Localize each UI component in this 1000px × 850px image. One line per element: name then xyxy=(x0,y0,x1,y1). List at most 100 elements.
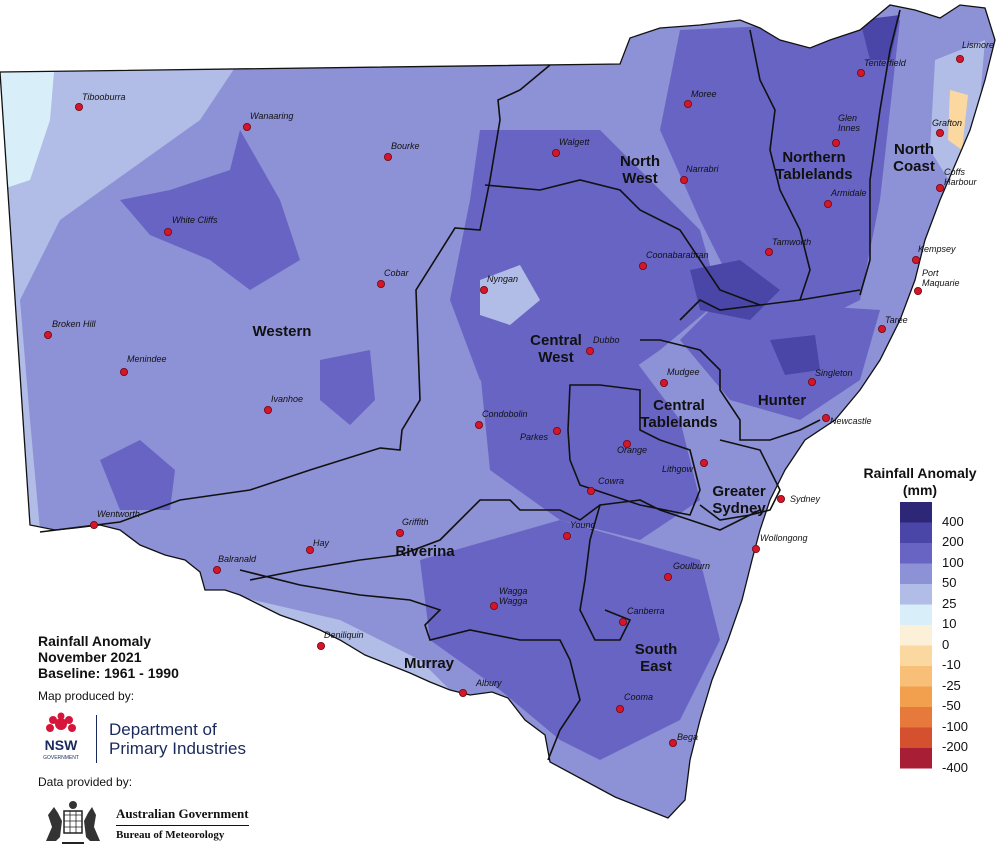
town-label: Newcastle xyxy=(830,416,872,426)
town-label: Kempsey xyxy=(918,244,956,254)
boundary-riverina-north xyxy=(249,499,761,581)
town-marker-dot xyxy=(936,128,945,137)
town-marker-dot xyxy=(552,148,561,157)
town-label: Balranald xyxy=(218,554,257,564)
town-markers: Tibooburra Wanaaring Bourke Moree Walgett Ten… xyxy=(44,40,994,748)
anomaly-band-100-200-ct xyxy=(480,340,700,540)
town-marker-dot xyxy=(669,739,678,748)
bom-line1: Australian Government xyxy=(116,806,249,826)
boundary-central-tablelands-inner xyxy=(567,384,701,516)
dpi-divider xyxy=(96,715,97,763)
legend-swatch xyxy=(900,666,932,687)
legend-tick-label: 0 xyxy=(942,637,949,652)
town-label: Taree xyxy=(885,315,908,325)
town-label: Walgett xyxy=(559,137,590,147)
anomaly-band-100-200-mid xyxy=(320,350,375,425)
legend-swatch xyxy=(900,543,932,564)
legend-tick-label: -400 xyxy=(942,760,968,775)
town-marker-dot xyxy=(660,378,669,387)
legend-swatch xyxy=(900,502,932,523)
town-label: Orange xyxy=(617,445,647,455)
town-marker-dot xyxy=(212,566,221,575)
legend-tick-label: 25 xyxy=(942,596,956,611)
town-label: Canberra xyxy=(627,606,665,616)
town-label: Parkes xyxy=(520,432,549,442)
region-label: North West xyxy=(620,153,660,187)
legend-swatch xyxy=(900,686,932,707)
town-label: Wentworth xyxy=(97,509,140,519)
bom-text: Australian Government Bureau of Meteorol… xyxy=(116,806,249,841)
town-label: Singleton xyxy=(815,368,853,378)
region-labels: Western North West Northern Tablelands North C… xyxy=(253,141,935,675)
anomaly-band-100-200 xyxy=(450,130,720,420)
town-marker-dot xyxy=(458,689,467,698)
town-marker-dot xyxy=(563,532,572,541)
anomaly-band-neg-grafton xyxy=(948,90,968,150)
map-title-line1: Rainfall Anomaly xyxy=(38,633,152,649)
town-label: White Cliffs xyxy=(172,215,218,225)
town-label: Condobolin xyxy=(482,409,528,419)
boundary-tablelands-west xyxy=(749,29,811,301)
legend-tick-label: 400 xyxy=(942,514,964,529)
region-label: Western xyxy=(253,323,312,340)
boundary-northwest-south xyxy=(484,179,861,306)
region-label: Hunter xyxy=(758,392,806,409)
region-label: North Coast xyxy=(893,141,935,175)
region-label: Murray xyxy=(404,655,455,672)
town-marker-dot xyxy=(700,458,709,467)
town-label: Griffith xyxy=(402,517,429,527)
anomaly-band-100-200-sw xyxy=(100,440,175,510)
town-label: Cobar xyxy=(384,268,410,278)
town-marker-dot xyxy=(623,439,632,448)
town-label: Wagga Wagga xyxy=(499,586,527,606)
boundary-murray xyxy=(239,569,581,761)
town-marker-dot xyxy=(619,618,628,627)
nsw-logo-sub: GOVERNMENT xyxy=(43,755,79,761)
town-marker-dot xyxy=(305,546,314,555)
town-label: Tenterfield xyxy=(864,58,907,68)
anomaly-band-25-50 xyxy=(0,60,240,530)
town-marker-dot xyxy=(376,279,385,288)
region-boundaries xyxy=(39,9,901,761)
town-marker-dot xyxy=(824,199,833,208)
town-label: Bourke xyxy=(391,141,420,151)
town-label: Bega xyxy=(677,732,698,742)
legend-swatch xyxy=(900,748,932,769)
boundary-greater-sydney xyxy=(699,439,781,521)
town-marker-dot xyxy=(936,183,945,192)
legend-tick-label: 50 xyxy=(942,575,956,590)
legend-tick-label: -200 xyxy=(942,739,968,754)
town-label: Wollongong xyxy=(760,533,808,543)
town-label: Cowra xyxy=(598,476,624,486)
nsw-logo-text: NSW xyxy=(45,737,78,753)
town-marker-dot xyxy=(242,123,251,132)
town-label: Coonabarabran xyxy=(646,250,709,260)
region-label: Central West xyxy=(530,332,582,366)
legend-swatch xyxy=(900,584,932,605)
legend-tick-label: -50 xyxy=(942,698,961,713)
waratah-flower-icon: NSW GOVERNMENT xyxy=(43,712,79,761)
bom-logo: Australian Government Bureau of Meteorol… xyxy=(38,797,338,849)
coat-of-arms-icon xyxy=(46,801,100,844)
legend-tick-label: -25 xyxy=(942,678,961,693)
legend-tick-label: 200 xyxy=(942,534,964,549)
legend-title-line2: (mm) xyxy=(903,482,937,498)
legend-swatch xyxy=(900,563,932,584)
legend-tick-label: 100 xyxy=(942,555,964,570)
dpi-line1: Department of xyxy=(109,720,217,739)
town-marker-dot xyxy=(822,413,831,422)
town-label: Wanaaring xyxy=(250,111,293,121)
legend-title-line1: Rainfall Anomaly xyxy=(863,465,976,481)
legend-swatch xyxy=(900,645,932,666)
town-label: Ivanhoe xyxy=(271,394,303,404)
town-marker-dot xyxy=(639,261,648,270)
anomaly-band-100-200-west xyxy=(120,130,300,290)
town-marker-dot xyxy=(489,602,498,611)
anomaly-band-200-400-b xyxy=(770,335,820,375)
town-marker-dot xyxy=(956,55,965,64)
anomaly-band-100-200-ne xyxy=(660,20,900,330)
town-marker-dot xyxy=(684,100,693,109)
town-marker-dot xyxy=(90,521,99,530)
